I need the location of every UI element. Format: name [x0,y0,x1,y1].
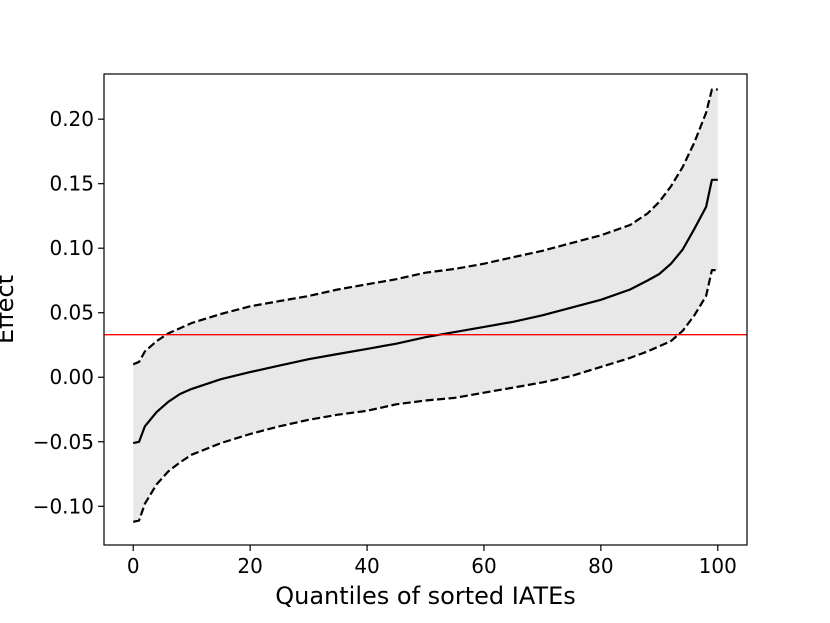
lower-bound-line [132,269,718,523]
x-tick-label: 80 [588,554,613,578]
x-tick-label: 40 [354,554,379,578]
x-tick-label: 0 [127,554,140,578]
y-tick-label: −0.10 [33,494,94,518]
axes-frame [103,73,748,546]
x-tick-label: 20 [237,554,262,578]
y-tick-label: 0.05 [49,301,94,325]
x-tick-label: 100 [699,554,737,578]
x-tick-label: 60 [471,554,496,578]
plot-layer [104,88,747,523]
upper-bound-line [132,88,718,366]
ticks-layer: 0 20 40 60 80 100 −0.10 −0.05 0.00 0.05 0.10 0.15 0.… [33,107,737,578]
x-axis-label: Quantiles of sorted IATEs [275,582,575,610]
y-tick-label: 0.10 [49,236,94,260]
y-tick-label: 0.20 [49,107,94,131]
y-tick-label: 0.00 [49,365,94,389]
y-tick-label: 0.15 [49,172,94,196]
confidence-band [133,89,718,522]
y-axis-label: Effect [0,275,19,344]
y-tick-label: −0.05 [33,430,94,454]
